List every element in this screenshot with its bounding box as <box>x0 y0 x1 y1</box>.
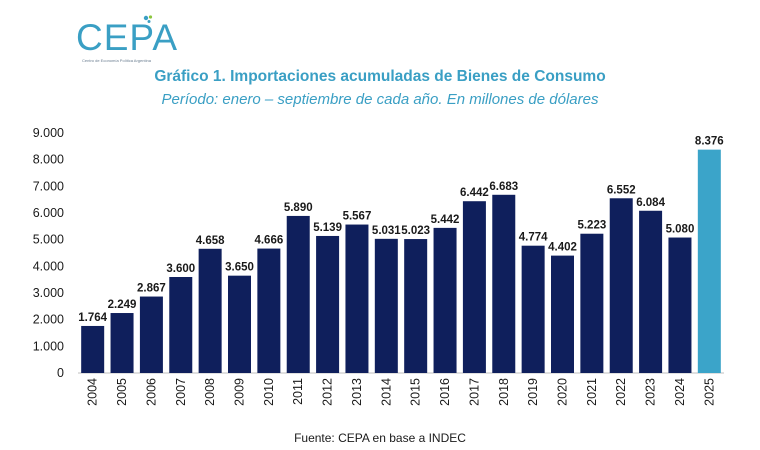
bar <box>609 198 633 373</box>
bar <box>462 201 486 373</box>
bar <box>521 245 545 373</box>
bar <box>286 215 310 373</box>
data-label: 5.023 <box>401 225 430 237</box>
bar <box>169 277 193 373</box>
y-tick-label: 1.000 <box>33 339 64 353</box>
bar <box>404 239 428 373</box>
bar <box>551 255 574 373</box>
y-tick-label: 9.000 <box>33 126 64 140</box>
data-label: 5.442 <box>431 214 460 226</box>
data-label: 3.600 <box>166 263 195 275</box>
data-label: 6.552 <box>607 184 636 196</box>
x-tick-label: 2014 <box>379 378 393 406</box>
y-tick-label: 4.000 <box>33 259 64 273</box>
x-tick-label: 2023 <box>644 378 658 406</box>
data-label: 4.402 <box>548 242 577 254</box>
data-label: 6.084 <box>636 197 665 209</box>
y-tick-label: 3.000 <box>33 286 64 300</box>
x-tick-label: 2022 <box>614 378 628 406</box>
bar <box>639 210 663 373</box>
x-tick-label: 2020 <box>556 378 570 406</box>
logo-mark-icon <box>143 15 153 23</box>
data-label: 4.666 <box>254 235 283 247</box>
x-tick-label: 2011 <box>291 378 305 405</box>
bar <box>374 238 398 373</box>
cepa-logo: CEPA Centro de Economía Política Argenti… <box>76 14 196 70</box>
data-label: 5.567 <box>343 211 372 223</box>
data-label: 4.774 <box>519 232 548 244</box>
y-tick-label: 8.000 <box>33 153 64 167</box>
chart-title: Gráfico 1. Importaciones acumuladas de B… <box>154 68 606 85</box>
bar <box>198 248 222 373</box>
x-tick-label: 2007 <box>174 378 188 406</box>
data-label: 2.867 <box>137 283 166 295</box>
y-tick-label: 7.000 <box>33 179 64 193</box>
logo-subtitle: Centro de Economía Política Argentina <box>82 58 151 63</box>
bar <box>668 237 692 373</box>
y-tick-label: 6.000 <box>33 206 64 220</box>
bar <box>139 296 163 373</box>
x-tick-label: 2009 <box>233 378 247 406</box>
x-tick-label: 2012 <box>321 378 335 406</box>
logo-wordmark: CEPA <box>76 17 179 58</box>
data-label: 5.139 <box>313 222 342 234</box>
y-tick-label: 5.000 <box>33 233 64 247</box>
bar <box>433 227 457 373</box>
bar <box>257 248 281 373</box>
bar <box>228 275 251 373</box>
x-tick-label: 2024 <box>673 378 687 406</box>
bar <box>81 325 105 373</box>
x-tick-label: 2008 <box>203 378 217 406</box>
data-label: 1.764 <box>78 312 107 324</box>
data-label: 6.683 <box>489 181 518 193</box>
bar <box>345 224 369 373</box>
x-tick-label: 2017 <box>467 378 481 406</box>
x-tick-label: 2004 <box>86 378 100 406</box>
x-tick-label: 2025 <box>702 378 716 406</box>
x-tick-label: 2019 <box>526 378 540 406</box>
x-tick-label: 2013 <box>350 378 364 406</box>
bar <box>492 194 516 373</box>
bar <box>580 233 604 373</box>
x-tick-label: 2021 <box>585 378 599 406</box>
x-tick-label: 2006 <box>144 378 158 406</box>
chart-subtitle: Período: enero – septiembre de cada año.… <box>161 91 599 108</box>
x-tick-label: 2015 <box>409 378 423 406</box>
x-tick-label: 2018 <box>497 378 511 406</box>
chart-source: Fuente: CEPA en base a INDEC <box>294 431 466 445</box>
data-label: 5.031 <box>372 225 401 237</box>
data-label: 5.080 <box>666 224 695 236</box>
x-tick-label: 2010 <box>262 378 276 406</box>
data-label: 6.442 <box>460 187 489 199</box>
x-tick-label: 2016 <box>438 378 452 406</box>
data-label: 5.890 <box>284 202 313 214</box>
bar <box>316 235 340 373</box>
bar <box>697 149 721 373</box>
data-label: 2.249 <box>108 299 137 311</box>
bar <box>110 313 134 373</box>
y-tick-label: 0 <box>57 366 64 380</box>
data-label: 4.658 <box>196 235 225 247</box>
x-tick-label: 2005 <box>115 378 129 406</box>
data-label: 8.376 <box>695 136 724 148</box>
data-label: 3.650 <box>225 262 254 274</box>
y-tick-label: 2.000 <box>33 313 64 327</box>
data-label: 5.223 <box>577 220 606 232</box>
